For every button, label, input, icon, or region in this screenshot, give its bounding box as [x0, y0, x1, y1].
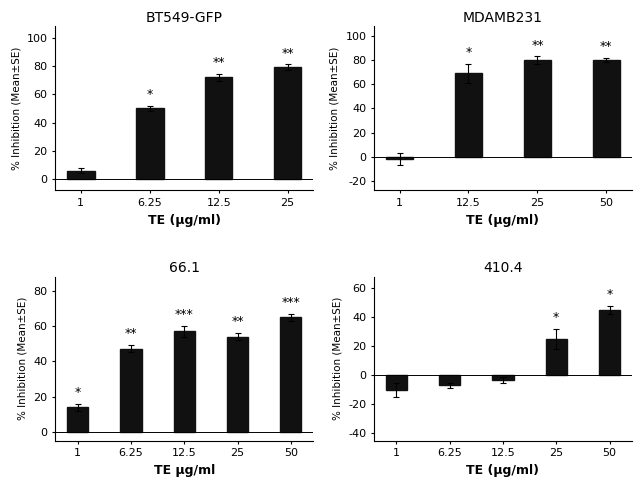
Bar: [67, 407, 88, 432]
Bar: [205, 77, 233, 179]
Title: 410.4: 410.4: [483, 262, 523, 275]
Text: *: *: [147, 88, 153, 101]
Bar: [274, 67, 302, 179]
Text: **: **: [125, 327, 137, 341]
Bar: [455, 73, 482, 157]
Y-axis label: % Inhibition (Mean±SE): % Inhibition (Mean±SE): [11, 47, 21, 170]
Text: *: *: [75, 386, 81, 399]
Y-axis label: % Inhibition (Mean±SE): % Inhibition (Mean±SE): [18, 297, 28, 420]
X-axis label: TE μg/ml: TE μg/ml: [154, 464, 215, 477]
Bar: [280, 317, 302, 432]
Bar: [174, 331, 195, 432]
Bar: [386, 375, 407, 390]
Bar: [523, 60, 551, 157]
Bar: [227, 337, 248, 432]
Text: *: *: [606, 287, 613, 301]
Bar: [493, 375, 514, 380]
Bar: [599, 310, 620, 375]
X-axis label: TE (μg/ml): TE (μg/ml): [148, 214, 221, 226]
Bar: [593, 60, 620, 157]
Title: 66.1: 66.1: [168, 262, 200, 275]
Text: **: **: [212, 56, 225, 69]
Text: *: *: [466, 46, 471, 59]
Text: **: **: [531, 39, 544, 52]
Text: **: **: [600, 40, 613, 53]
Bar: [67, 171, 95, 179]
Text: ***: ***: [175, 308, 194, 321]
Bar: [136, 108, 163, 179]
Bar: [439, 375, 460, 386]
Title: BT549-GFP: BT549-GFP: [146, 11, 222, 25]
Title: MDAMB231: MDAMB231: [463, 11, 543, 25]
Bar: [545, 339, 567, 375]
Text: *: *: [553, 311, 559, 324]
X-axis label: TE (μg/ml): TE (μg/ml): [466, 464, 539, 477]
Y-axis label: % Inhibition (Mean±SE): % Inhibition (Mean±SE): [332, 297, 343, 420]
Text: **: **: [231, 315, 244, 328]
Bar: [386, 157, 413, 159]
X-axis label: TE (μg/ml): TE (μg/ml): [466, 214, 539, 226]
Text: **: **: [282, 46, 294, 60]
Bar: [120, 349, 141, 432]
Y-axis label: % Inhibition (Mean±SE): % Inhibition (Mean±SE): [330, 47, 340, 170]
Text: ***: ***: [282, 296, 300, 309]
